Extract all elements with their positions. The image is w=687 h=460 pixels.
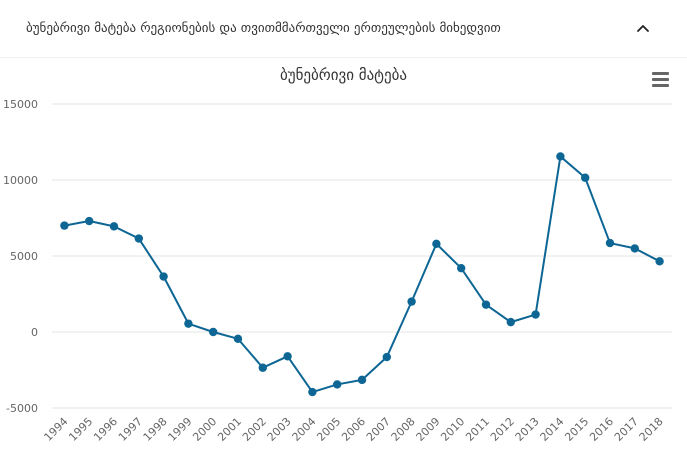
data-point [60, 221, 69, 230]
x-tick-label: 1999 [166, 415, 195, 444]
x-tick-label: 1997 [116, 415, 145, 444]
chevron-up-icon[interactable] [632, 18, 654, 40]
data-point [481, 300, 491, 309]
x-tick-label: 1995 [66, 415, 95, 444]
y-tick-label: -5000 [6, 402, 38, 415]
x-tick-label: 2001 [215, 415, 244, 444]
x-tick-label: 1994 [42, 415, 71, 444]
x-tick-label: 2016 [587, 415, 616, 444]
data-point [630, 244, 639, 253]
x-tick-label: 2018 [637, 415, 666, 444]
data-point [209, 327, 218, 337]
panel-title: ბუნებრივი მატება რეგიონების და თვითმმართ… [26, 21, 501, 36]
data-point [258, 363, 267, 372]
data-point [432, 239, 441, 249]
x-tick-label: 2008 [389, 415, 418, 444]
x-tick-label: 2007 [364, 415, 393, 444]
x-tick-label: 2011 [463, 415, 492, 444]
y-tick-label: 10000 [3, 174, 38, 187]
data-point [407, 297, 416, 306]
y-tick-label: 0 [31, 326, 38, 339]
y-tick-label: 5000 [10, 250, 38, 263]
x-tick-label: 2015 [562, 415, 591, 444]
data-point [109, 222, 119, 231]
data-point [333, 380, 342, 389]
data-point [581, 173, 590, 182]
x-tick-label: 2014 [538, 415, 567, 444]
data-point [506, 317, 515, 327]
data-point [655, 257, 664, 266]
data-point [85, 216, 94, 226]
x-tick-label: 1998 [141, 415, 170, 444]
x-tick-label: 2013 [513, 415, 542, 444]
data-point [357, 375, 367, 385]
data-point [134, 234, 143, 243]
x-tick-label: 2003 [265, 415, 294, 444]
y-tick-label: 15000 [3, 98, 38, 111]
x-tick-label: 2009 [414, 415, 443, 444]
panel-header[interactable]: ბუნებრივი მატება რეგიონების და თვითმმართ… [0, 0, 687, 58]
chart-title: ბუნებრივი მატება [279, 66, 407, 84]
x-tick-label: 2010 [438, 415, 467, 444]
data-point [159, 272, 168, 281]
data-point [457, 263, 466, 273]
series-line [64, 155, 661, 394]
x-tick-label: 2006 [339, 415, 368, 444]
data-point [382, 352, 391, 362]
x-tick-label: 2000 [190, 415, 219, 444]
x-tick-label: 2005 [314, 415, 343, 444]
x-tick-label: 2002 [240, 415, 269, 444]
data-point [605, 238, 615, 248]
data-point [531, 310, 540, 319]
data-point [308, 387, 317, 397]
chart-area: -5000 0 5000 10000 15000 1994 1995 1996 1997 1998… [0, 58, 687, 460]
data-point [233, 334, 243, 344]
data-point [184, 319, 193, 328]
data-point [283, 352, 292, 361]
x-tick-label: 2004 [290, 415, 319, 444]
x-tick-label: 2017 [612, 415, 641, 444]
line-chart: -5000 0 5000 10000 15000 19941995199619971998… [3, 98, 672, 444]
x-tick-label: 1996 [91, 415, 120, 444]
x-tick-label: 2012 [488, 415, 517, 444]
hamburger-menu-icon[interactable] [650, 72, 672, 90]
data-point [556, 152, 565, 161]
